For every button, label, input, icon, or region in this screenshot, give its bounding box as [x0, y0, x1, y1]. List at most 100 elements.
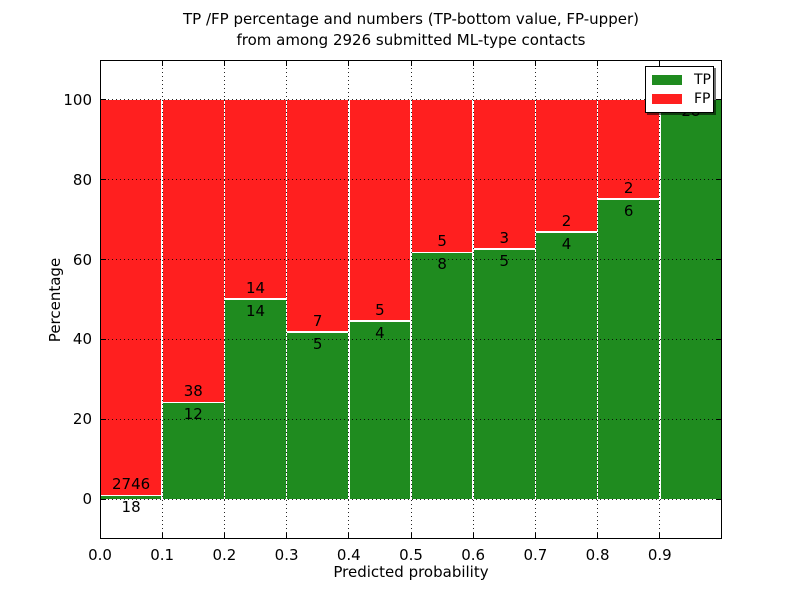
x-tick-label: 0.0 [88, 546, 112, 564]
legend-swatch-fp [652, 94, 682, 104]
x-tick-mark-top [472, 61, 474, 66]
legend-label: FP [694, 91, 711, 107]
tp-count-label: 4 [375, 323, 385, 342]
legend: TP FP [645, 66, 714, 113]
x-tick-label: 0.6 [461, 546, 486, 564]
y-tick-mark-right [716, 179, 721, 181]
x-tick-mark-top [659, 61, 661, 66]
x-tick-mark [410, 533, 412, 538]
x-tick-mark [286, 533, 288, 538]
gridline-horizontal [100, 99, 722, 101]
y-tick-label: 0 [82, 490, 92, 509]
fp-count-label: 2 [561, 211, 572, 230]
x-tick-mark-top [99, 61, 101, 66]
gridline-vertical [410, 60, 412, 539]
gridline-horizontal [100, 179, 722, 181]
bar-tp-segment [473, 249, 535, 500]
x-tick-mark-top [534, 61, 536, 66]
legend-entry: TP [652, 72, 711, 88]
gridline-vertical [286, 60, 288, 539]
x-axis-label: Predicted probability [333, 563, 489, 581]
bar-tp-segment [225, 299, 286, 500]
gridline-horizontal [100, 498, 722, 500]
gridline-vertical [161, 60, 163, 539]
bar-fp-segment [100, 99, 162, 495]
y-tick-mark [101, 338, 106, 340]
x-tick-mark [534, 533, 536, 538]
x-tick-label: 0.9 [647, 546, 672, 564]
fp-count-label: 2 [623, 178, 634, 197]
chart-title: TP /FP percentage and numbers (TP-bottom… [100, 9, 722, 51]
x-tick-mark-top [286, 61, 288, 66]
y-tick-label: 60 [72, 250, 92, 269]
fp-count-label: 14 [245, 278, 266, 297]
tp-count-label: 5 [499, 251, 510, 270]
y-tick-mark [101, 418, 106, 420]
fp-count-label: 7 [312, 311, 323, 330]
x-tick-mark [223, 533, 225, 538]
x-tick-mark-top [597, 61, 599, 66]
legend-entry: FP [652, 91, 711, 107]
bar-tp-segment [287, 332, 349, 500]
fp-count-label: 38 [183, 382, 203, 401]
x-tick-mark [348, 533, 350, 538]
bar-tp-segment [660, 99, 722, 500]
y-tick-mark-right [716, 338, 721, 340]
y-tick-mark [101, 259, 106, 261]
bar-tp-segment [536, 232, 597, 500]
gridline-horizontal [100, 338, 722, 340]
bar-fp-segment [536, 99, 597, 232]
gridline-vertical [597, 60, 599, 539]
bar-fp-segment [473, 99, 535, 249]
fp-count-label: 5 [437, 232, 447, 251]
gridline-vertical [223, 60, 225, 539]
bar-fp-segment [225, 99, 286, 298]
x-tick-label: 0.7 [523, 546, 548, 564]
y-tick-mark-right [716, 99, 721, 101]
bar-tp-segment [100, 496, 162, 500]
bar-tp-segment [349, 321, 411, 500]
x-tick-label: 0.1 [150, 546, 175, 564]
gridline-horizontal [100, 259, 722, 261]
y-tick-mark-right [716, 418, 721, 420]
gridline-vertical [534, 60, 536, 539]
bar-tp-segment [598, 199, 660, 500]
gridline-vertical [348, 60, 350, 539]
legend-label: TP [694, 72, 711, 88]
bar-tp-segment [411, 253, 473, 500]
x-tick-mark [161, 533, 163, 538]
x-tick-label: 0.2 [212, 546, 237, 564]
y-tick-label: 40 [72, 330, 92, 349]
chart-title-line2: from among 2926 submitted ML-type contac… [236, 31, 586, 49]
x-tick-mark-top [410, 61, 412, 66]
x-tick-label: 0.3 [274, 546, 299, 564]
y-tick-label: 100 [63, 90, 92, 109]
bar-fp-segment [411, 99, 473, 252]
y-tick-label: 20 [72, 410, 92, 429]
y-tick-mark [101, 498, 106, 500]
tp-count-label: 14 [245, 301, 266, 320]
x-tick-mark [99, 533, 101, 538]
gridline-vertical [472, 60, 474, 539]
x-tick-label: 0.8 [585, 546, 610, 564]
bar-fp-segment [162, 99, 224, 402]
bar-fp-segment [598, 99, 660, 199]
tp-count-label: 18 [121, 498, 141, 517]
chart-title-line1: TP /FP percentage and numbers (TP-bottom… [183, 10, 639, 28]
x-tick-mark [659, 533, 661, 538]
x-tick-mark-top [348, 61, 350, 66]
y-tick-mark-right [716, 498, 721, 500]
bar-fp-segment [349, 99, 411, 321]
fp-count-label: 2746 [112, 475, 151, 494]
tp-count-label: 6 [623, 201, 634, 220]
gridline-vertical [659, 60, 661, 539]
gridline-horizontal [100, 418, 722, 420]
y-tick-mark-right [716, 259, 721, 261]
fp-count-label: 5 [375, 300, 385, 319]
tp-count-label: 5 [312, 334, 323, 353]
y-tick-mark [101, 179, 106, 181]
tp-count-label: 4 [561, 234, 572, 253]
x-tick-mark-top [223, 61, 225, 66]
y-tick-mark [101, 99, 106, 101]
